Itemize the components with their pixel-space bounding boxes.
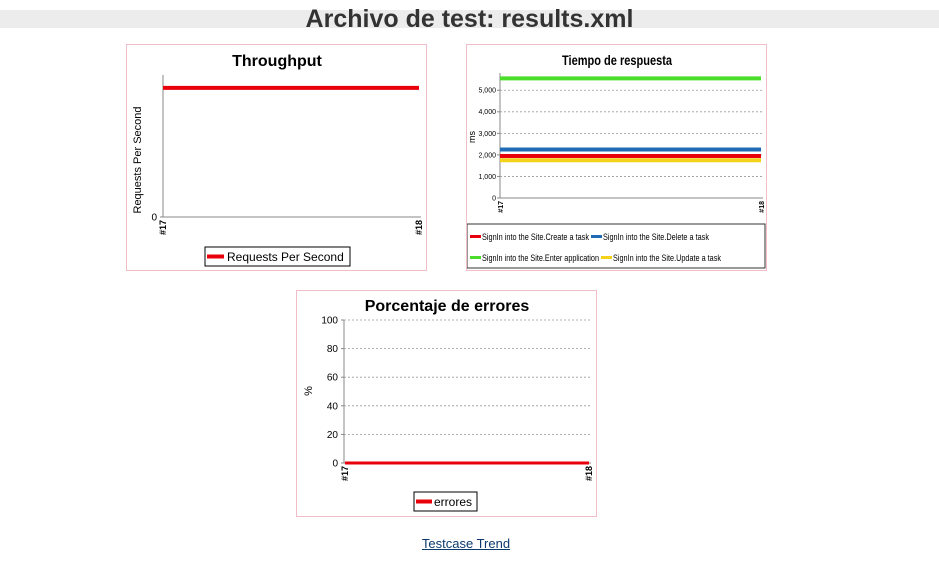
testcase-trend-link[interactable]: Testcase Trend bbox=[421, 536, 511, 551]
response-time-ytick-label: 5,000 bbox=[478, 88, 496, 95]
throughput-xtick-label: #18 bbox=[414, 220, 424, 235]
error-percentage-ytick-label: 80 bbox=[327, 344, 339, 355]
error-percentage-ytick-label: 100 bbox=[321, 316, 338, 327]
error-percentage-title: Porcentaje de errores bbox=[365, 298, 530, 315]
response-time-xtick-label: #17 bbox=[498, 201, 505, 213]
throughput-chart: Throughput Requests Per Second 0 #17 #18 R… bbox=[126, 44, 427, 271]
error-percentage-xtick-label: #17 bbox=[340, 466, 350, 481]
error-percentage-ytick-label: 20 bbox=[327, 430, 339, 441]
response-time-ytick-label: 3,000 bbox=[478, 131, 496, 138]
error-percentage-ytick-label: 0 bbox=[332, 459, 338, 470]
error-percentage-legend bbox=[413, 491, 478, 512]
response-time-ytick-label: 2,000 bbox=[478, 152, 496, 159]
error-percentage-ylabel: % bbox=[303, 386, 315, 396]
response-time-chart: Tiempo de respuesta ms 0 1,000 2,000 3,000 4… bbox=[466, 44, 767, 271]
error-percentage-xtick-label: #18 bbox=[584, 466, 594, 481]
error-percentage-legend-label: errores bbox=[434, 495, 472, 509]
error-percentage-ytick-label: 60 bbox=[327, 373, 339, 384]
response-time-legend bbox=[467, 223, 766, 269]
error-percentage-chart-svg: Porcentaje de errores % 0 20 40 60 80 100 #17 #… bbox=[303, 298, 594, 512]
throughput-title: Throughput bbox=[232, 53, 322, 70]
throughput-legend-label: Requests Per Second bbox=[227, 250, 344, 264]
response-time-xtick-label: #18 bbox=[759, 201, 766, 213]
error-percentage-ytick-label: 40 bbox=[327, 401, 339, 412]
throughput-ylabel: Requests Per Second bbox=[132, 106, 144, 213]
response-time-title: Tiempo de respuesta bbox=[562, 52, 672, 68]
throughput-ytick-label: 0 bbox=[151, 213, 157, 224]
response-time-chart-svg: Tiempo de respuesta ms 0 1,000 2,000 3,000 4… bbox=[467, 52, 766, 269]
legend-label-update-task: SignIn into the Site.Update a task bbox=[613, 253, 721, 263]
legend-label-create-task: SignIn into the Site.Create a task bbox=[482, 232, 589, 242]
response-time-ytick-label: 1,000 bbox=[478, 174, 496, 181]
legend-label-delete-task: SignIn into the Site.Delete a task bbox=[603, 232, 709, 242]
page-title: Archivo de test: results.xml bbox=[305, 5, 634, 33]
response-time-ylabel: ms bbox=[467, 131, 477, 143]
response-time-ytick-label: 0 bbox=[492, 195, 496, 202]
throughput-xtick-label: #17 bbox=[158, 220, 168, 235]
legend-label-enter-application: SignIn into the Site.Enter application bbox=[482, 253, 599, 263]
throughput-legend bbox=[204, 246, 351, 267]
response-time-ytick-label: 4,000 bbox=[478, 109, 496, 116]
throughput-chart-svg: Throughput Requests Per Second 0#17 #18 R… bbox=[132, 53, 424, 267]
title-bar bbox=[0, 10, 939, 28]
error-percentage-chart: Porcentaje de errores % 0 20 40 60 80 100 #17 #… bbox=[296, 290, 597, 517]
